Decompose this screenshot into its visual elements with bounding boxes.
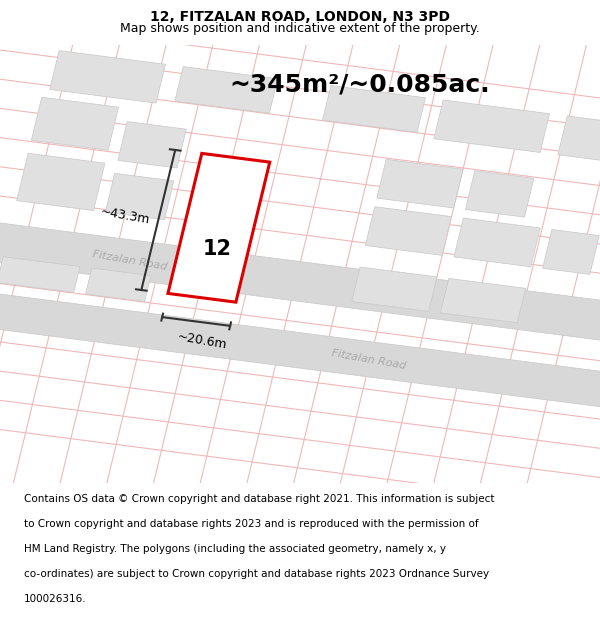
Polygon shape — [106, 173, 174, 219]
Polygon shape — [466, 171, 534, 217]
Text: 12: 12 — [203, 239, 232, 259]
Text: Fitzalan Road: Fitzalan Road — [330, 348, 406, 371]
Polygon shape — [352, 267, 437, 311]
Polygon shape — [558, 116, 600, 162]
Text: Fitzalan Road: Fitzalan Road — [92, 249, 168, 272]
Polygon shape — [17, 153, 105, 211]
Polygon shape — [86, 268, 151, 301]
Polygon shape — [118, 122, 187, 168]
Text: to Crown copyright and database rights 2023 and is reproduced with the permissio: to Crown copyright and database rights 2… — [24, 519, 479, 529]
Polygon shape — [454, 218, 540, 267]
Polygon shape — [50, 51, 166, 103]
Text: ~43.3m: ~43.3m — [100, 205, 151, 226]
Polygon shape — [377, 159, 463, 208]
Text: 100026316.: 100026316. — [24, 594, 86, 604]
Polygon shape — [168, 153, 270, 302]
Polygon shape — [31, 98, 119, 150]
Polygon shape — [365, 207, 452, 256]
Polygon shape — [0, 285, 600, 411]
Text: Map shows position and indicative extent of the property.: Map shows position and indicative extent… — [120, 22, 480, 35]
Text: co-ordinates) are subject to Crown copyright and database rights 2023 Ordnance S: co-ordinates) are subject to Crown copyr… — [24, 569, 489, 579]
Polygon shape — [0, 216, 600, 346]
Text: Contains OS data © Crown copyright and database right 2021. This information is : Contains OS data © Crown copyright and d… — [24, 494, 494, 504]
Polygon shape — [440, 278, 526, 322]
Text: HM Land Registry. The polygons (including the associated geometry, namely x, y: HM Land Registry. The polygons (includin… — [24, 544, 446, 554]
Polygon shape — [323, 86, 425, 132]
Text: ~20.6m: ~20.6m — [176, 331, 228, 352]
Text: ~345m²/~0.085ac.: ~345m²/~0.085ac. — [230, 72, 490, 96]
Polygon shape — [175, 67, 278, 113]
Polygon shape — [542, 229, 599, 274]
Polygon shape — [0, 257, 80, 292]
Polygon shape — [434, 100, 550, 152]
Text: 12, FITZALAN ROAD, LONDON, N3 3PD: 12, FITZALAN ROAD, LONDON, N3 3PD — [150, 10, 450, 24]
